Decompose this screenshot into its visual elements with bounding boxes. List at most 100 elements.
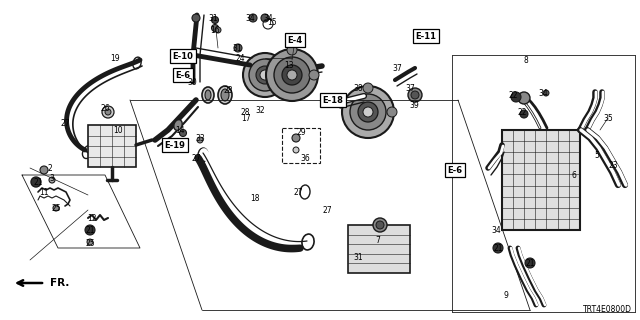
Text: 34: 34 <box>491 226 501 235</box>
Bar <box>282 128 320 163</box>
Text: 22: 22 <box>508 91 518 100</box>
Text: 5: 5 <box>595 150 600 159</box>
Text: 37: 37 <box>392 63 402 73</box>
Text: 26: 26 <box>100 103 110 113</box>
Text: E-4: E-4 <box>287 36 303 44</box>
Text: 32: 32 <box>255 106 265 115</box>
Circle shape <box>53 205 59 211</box>
Text: 27: 27 <box>191 154 201 163</box>
Text: 21: 21 <box>85 226 95 235</box>
Text: 8: 8 <box>524 55 529 65</box>
Circle shape <box>373 218 387 232</box>
Circle shape <box>408 88 422 102</box>
Circle shape <box>525 258 535 268</box>
Text: 18: 18 <box>250 194 260 203</box>
Circle shape <box>287 70 297 80</box>
Text: 6: 6 <box>572 171 577 180</box>
Circle shape <box>292 134 300 142</box>
Circle shape <box>274 57 310 93</box>
Text: 25: 25 <box>51 204 61 212</box>
Text: 9: 9 <box>504 291 508 300</box>
Text: 39: 39 <box>409 100 419 109</box>
Circle shape <box>266 49 318 101</box>
Circle shape <box>105 109 111 115</box>
Circle shape <box>192 14 200 22</box>
Text: 23: 23 <box>608 161 618 170</box>
Text: 11: 11 <box>39 188 49 196</box>
Text: 15: 15 <box>267 18 277 27</box>
Text: 27: 27 <box>60 118 70 127</box>
Text: 34: 34 <box>245 13 255 22</box>
Text: 27: 27 <box>293 188 303 196</box>
Text: 17: 17 <box>241 114 251 123</box>
Circle shape <box>102 106 114 118</box>
Bar <box>502 130 580 230</box>
Circle shape <box>493 243 503 253</box>
Text: 21: 21 <box>493 244 503 252</box>
Ellipse shape <box>174 120 182 130</box>
Text: 31: 31 <box>208 13 218 22</box>
Circle shape <box>520 110 528 118</box>
Text: 10: 10 <box>113 125 123 134</box>
Text: 13: 13 <box>284 60 294 69</box>
Text: 38: 38 <box>353 84 363 92</box>
Circle shape <box>211 17 218 23</box>
Circle shape <box>293 147 299 153</box>
Text: 28: 28 <box>223 85 233 94</box>
Text: 7: 7 <box>376 236 380 244</box>
Text: 34: 34 <box>538 89 548 98</box>
Ellipse shape <box>205 90 211 100</box>
Circle shape <box>49 177 55 183</box>
Bar <box>348 225 410 273</box>
Text: 34: 34 <box>263 13 273 22</box>
Text: E-11: E-11 <box>415 31 436 41</box>
Circle shape <box>363 107 373 117</box>
Text: 36: 36 <box>300 154 310 163</box>
Bar <box>88 125 136 167</box>
Circle shape <box>85 225 95 235</box>
Circle shape <box>342 86 394 138</box>
Circle shape <box>376 221 384 229</box>
Circle shape <box>511 92 521 102</box>
Text: TRT4E0800D: TRT4E0800D <box>583 305 632 314</box>
Circle shape <box>287 45 297 55</box>
Circle shape <box>234 44 242 52</box>
Circle shape <box>87 239 93 245</box>
Text: E-6: E-6 <box>447 165 463 174</box>
Circle shape <box>261 14 269 22</box>
Ellipse shape <box>221 89 229 101</box>
Text: 30: 30 <box>187 77 197 86</box>
Text: 19: 19 <box>110 53 120 62</box>
Text: 37: 37 <box>405 84 415 92</box>
Circle shape <box>358 102 378 122</box>
Text: 16: 16 <box>210 26 220 35</box>
Text: 33: 33 <box>195 133 205 142</box>
Circle shape <box>179 130 186 137</box>
Text: 25: 25 <box>85 238 95 247</box>
Text: FR.: FR. <box>50 278 69 288</box>
Circle shape <box>518 92 530 104</box>
Text: 28: 28 <box>240 108 250 116</box>
Ellipse shape <box>218 86 232 104</box>
Circle shape <box>363 83 373 93</box>
Circle shape <box>260 70 270 80</box>
Circle shape <box>40 166 48 174</box>
Circle shape <box>543 90 549 96</box>
Circle shape <box>256 66 274 84</box>
Text: 27: 27 <box>322 205 332 214</box>
Circle shape <box>211 25 218 31</box>
Text: 21: 21 <box>33 178 43 187</box>
Text: 31: 31 <box>232 44 242 52</box>
Text: E-10: E-10 <box>173 52 193 60</box>
Circle shape <box>249 59 281 91</box>
Circle shape <box>215 27 221 33</box>
Text: E-6: E-6 <box>175 70 191 79</box>
Circle shape <box>411 91 419 99</box>
Text: 2: 2 <box>47 164 52 172</box>
Text: 12: 12 <box>87 213 97 222</box>
Text: 21: 21 <box>525 259 535 268</box>
Text: E-19: E-19 <box>164 140 186 149</box>
Circle shape <box>31 177 41 187</box>
Text: 14: 14 <box>175 125 185 134</box>
Text: 35: 35 <box>603 114 613 123</box>
